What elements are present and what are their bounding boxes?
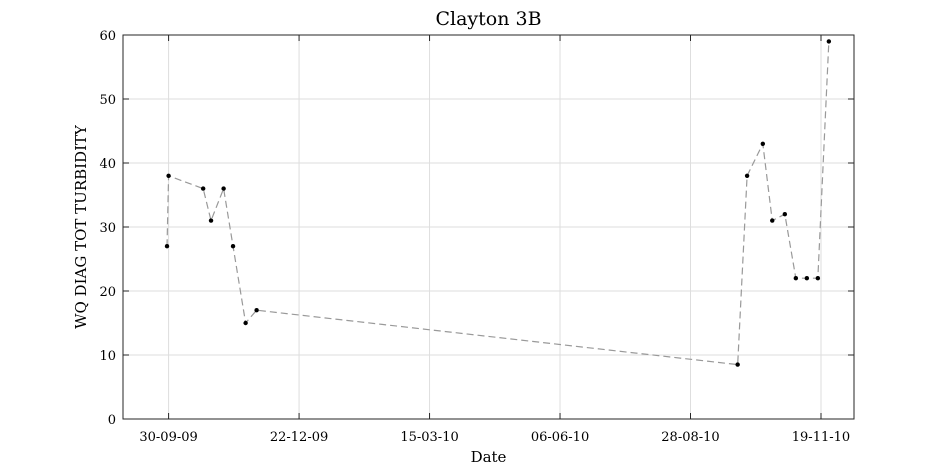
data-point (735, 362, 740, 367)
data-point (782, 212, 788, 217)
y-tick-label: 40 (99, 157, 116, 172)
x-tick-label: 15-03-10 (400, 430, 458, 445)
y-tick-label: 30 (99, 221, 116, 236)
data-point (208, 218, 214, 223)
x-tick-label: 30-09-09 (139, 430, 197, 445)
x-tick-label: 19-11-10 (792, 430, 850, 445)
data-point (164, 244, 170, 249)
data-point (230, 244, 236, 249)
data-point (804, 276, 810, 281)
y-tick-labels: 0 10 20 30 40 50 60 (99, 29, 116, 428)
data-point (200, 186, 206, 191)
data-point (815, 276, 821, 281)
y-tick-label: 20 (99, 285, 116, 300)
data-point (770, 218, 775, 223)
x-axis-label: Date (471, 448, 507, 466)
data-point (254, 308, 259, 313)
y-tick-label: 50 (99, 93, 116, 108)
x-tick-label: 28-08-10 (661, 430, 719, 445)
y-tick-label: 10 (99, 349, 116, 364)
y-tick-label: 60 (99, 29, 116, 44)
data-point (221, 186, 226, 191)
data-point (243, 320, 248, 326)
data-point (760, 141, 766, 146)
y-tick-label: 0 (108, 413, 116, 428)
data-point (793, 276, 799, 281)
y-axis-label: WQ DIAG TOT TURBIDITY (72, 124, 90, 329)
x-tick-label: 06-06-10 (531, 430, 589, 445)
data-point (166, 173, 171, 178)
tick-marks (123, 34, 854, 420)
chart-title: Clayton 3B (435, 8, 541, 30)
grid (123, 35, 854, 419)
data-point (744, 173, 750, 178)
data-point (826, 39, 832, 44)
series-markers (164, 39, 832, 367)
x-tick-label: 22-12-09 (270, 430, 328, 445)
x-tick-labels: 30-09-09 22-12-09 15-03-10 06-06-10 28-08-10… (139, 430, 850, 445)
